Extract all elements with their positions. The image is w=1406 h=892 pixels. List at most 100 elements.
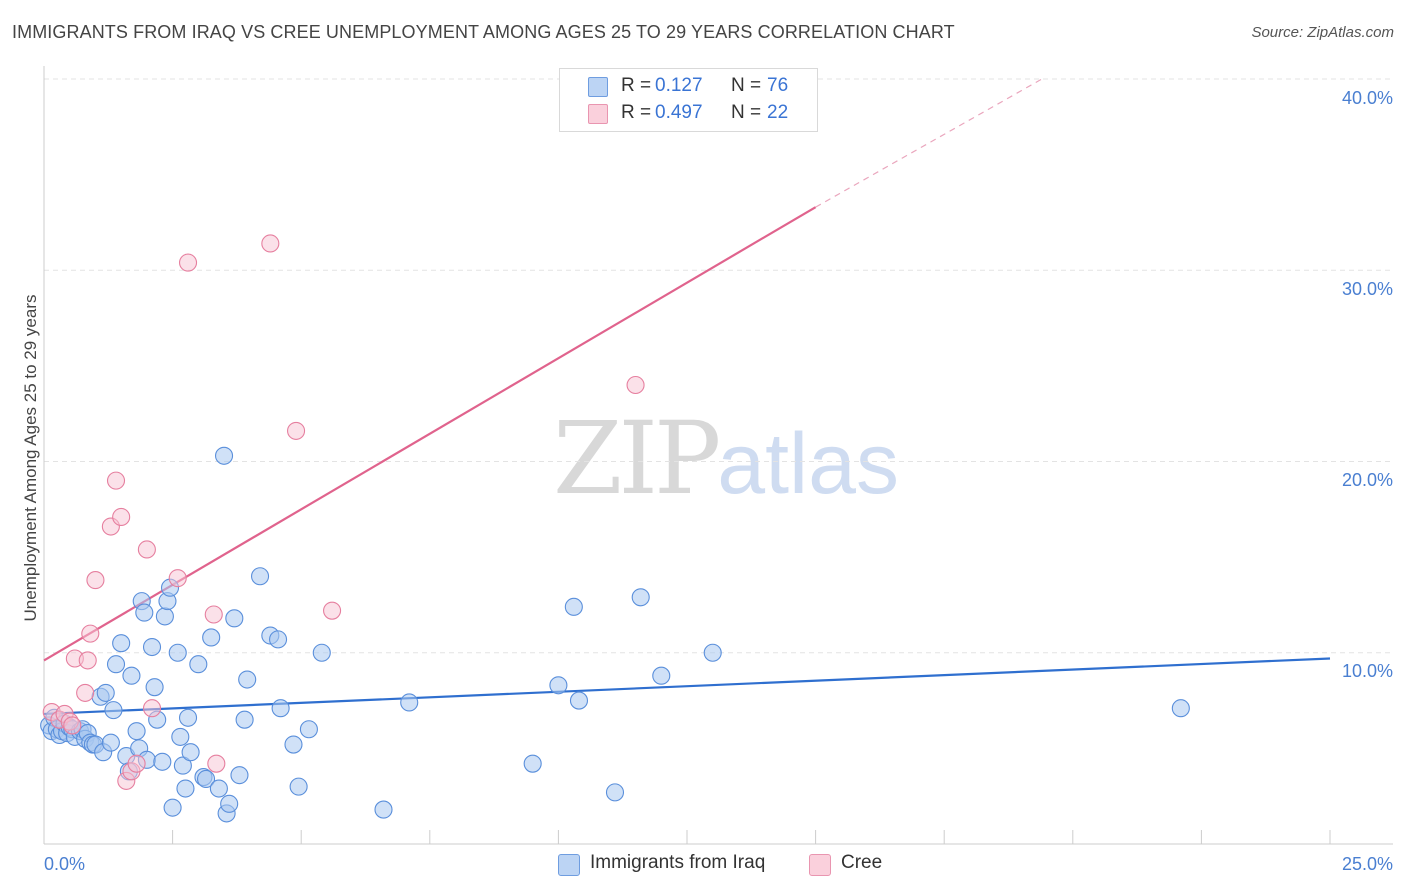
data-point-iraq [104, 701, 123, 720]
data-point-cree [168, 569, 187, 588]
data-point-iraq [171, 727, 190, 746]
legend-r-value: 0.127 [655, 75, 703, 96]
y-tick-label-20: 20.0% [1342, 470, 1393, 490]
data-point-iraq [168, 643, 187, 662]
data-point-iraq [122, 666, 141, 685]
data-point-iraq [549, 676, 568, 695]
data-point-iraq [173, 756, 192, 775]
data-point-iraq [178, 708, 198, 727]
data-point-cree [261, 234, 280, 253]
data-point-cree [207, 754, 226, 773]
data-point-cree [137, 540, 156, 559]
data-point-iraq [564, 597, 583, 616]
y-tick-label-30: 30.0% [1342, 279, 1393, 299]
data-point-cree [626, 375, 645, 395]
data-point-iraq [400, 693, 419, 712]
y-axis-label: Unemployment Among Ages 25 to 29 years [21, 295, 40, 622]
legend-row-cree: R = 0.497 N = 22 [560, 102, 817, 126]
data-point-iraq [155, 607, 174, 626]
source-label: Source: ZipAtlas.com [1251, 24, 1394, 41]
grid-lines [44, 78, 1393, 654]
y-tick-label-10: 10.0% [1342, 661, 1393, 681]
data-point-iraq [142, 637, 162, 657]
data-point-iraq [605, 783, 625, 802]
data-point-iraq [106, 655, 126, 674]
data-point-iraq [250, 567, 270, 586]
data-point-cree [178, 253, 198, 272]
axis-labels: Unemployment Among Ages 25 to 29 years 0… [21, 88, 1393, 874]
data-point-cree [127, 754, 146, 773]
bottom-legend-swatch-cree [809, 854, 831, 876]
data-point-iraq [112, 634, 131, 653]
x-tick-label-min: 0.0% [44, 854, 85, 874]
data-point-iraq [163, 798, 182, 817]
data-point-iraq [181, 743, 200, 762]
legend-n-value: 22 [767, 102, 789, 123]
data-point-iraq [523, 754, 542, 773]
data-point-iraq [271, 699, 290, 718]
data-point-cree [86, 571, 105, 590]
data-point-iraq [312, 643, 331, 662]
legend-n-label: N = [731, 75, 762, 96]
legend-n-label: N = [731, 102, 762, 123]
y-tick-label-40: 40.0% [1342, 88, 1393, 108]
data-point-cree [63, 716, 82, 735]
legend-n-value: 76 [767, 75, 789, 96]
data-point-iraq [220, 794, 239, 813]
data-point-iraq [631, 588, 650, 607]
data-point-iraq [230, 766, 249, 785]
legend-r-label: R = [621, 75, 652, 96]
data-point-iraq [269, 630, 288, 649]
correlation-legend: R = 0.127 N = 76 R = 0.497 N = 22 [559, 68, 818, 132]
trend-line-iraq [43, 657, 1331, 716]
data-point-cree [323, 601, 342, 620]
legend-r-label: R = [621, 102, 652, 123]
data-point-iraq [153, 752, 172, 771]
legend-swatch-cree [588, 104, 608, 124]
trend-line-cree [43, 206, 817, 662]
data-point-cree [287, 421, 306, 440]
watermark-atlas: atlas [717, 416, 899, 512]
data-point-iraq [202, 628, 221, 647]
data-point-iraq [652, 666, 671, 685]
data-point-iraq [703, 643, 722, 662]
data-point-iraq [189, 655, 208, 674]
trend-line-cree-extension [815, 78, 1043, 208]
data-point-cree [76, 683, 95, 702]
data-point-iraq [284, 735, 303, 754]
data-point-iraq [145, 678, 164, 697]
data-point-iraq [176, 779, 195, 798]
legend-r-value: 0.497 [655, 102, 703, 123]
legend-swatch-iraq [588, 77, 608, 97]
data-point-iraq [374, 800, 393, 819]
data-point-iraq [235, 710, 254, 729]
data-point-cree [78, 651, 97, 670]
data-point-iraq [225, 609, 244, 628]
data-point-iraq [299, 720, 318, 739]
bottom-legend-label-iraq: Immigrants from Iraq [590, 852, 766, 873]
watermark-zip: ZIP [553, 400, 721, 517]
data-points [40, 234, 1190, 823]
data-point-iraq [1171, 699, 1190, 718]
data-point-iraq [135, 603, 154, 622]
data-point-iraq [214, 446, 234, 465]
chart-title: IMMIGRANTS FROM IRAQ VS CREE UNEMPLOYMEN… [12, 22, 955, 42]
data-point-cree [106, 471, 126, 490]
legend-row-iraq: R = 0.127 N = 76 [560, 75, 817, 99]
bottom-legend-swatch-iraq [558, 854, 580, 876]
data-point-iraq [101, 733, 120, 752]
watermark: ZIPatlas [553, 400, 899, 517]
data-point-iraq [96, 683, 115, 702]
data-point-cree [204, 605, 223, 624]
data-point-iraq [569, 691, 589, 710]
data-point-iraq [196, 769, 216, 789]
data-point-iraq [289, 777, 308, 796]
data-point-cree [112, 507, 131, 527]
data-point-cree [81, 624, 100, 643]
x-tick-label-max: 25.0% [1342, 854, 1393, 874]
data-point-cree [142, 699, 162, 718]
data-point-iraq [238, 670, 257, 689]
data-point-iraq [127, 722, 146, 741]
bottom-legend-label-cree: Cree [841, 852, 883, 873]
